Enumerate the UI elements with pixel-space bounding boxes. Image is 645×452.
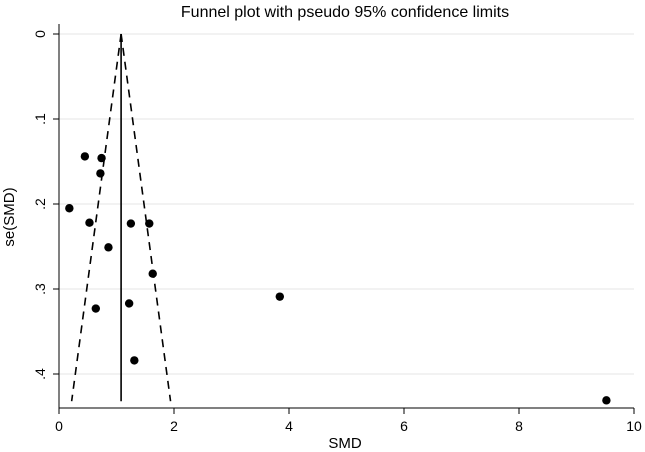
study-point: [148, 269, 157, 278]
upper-ci-line: [120, 33, 172, 402]
study-point: [275, 292, 284, 301]
study-point: [104, 243, 113, 252]
study-point: [91, 304, 101, 313]
x-axis-title: SMD: [328, 435, 362, 452]
study-point: [602, 396, 611, 405]
x-tick-label: 8: [515, 418, 523, 434]
study-point: [65, 204, 74, 213]
y-tick-label: .2: [32, 198, 48, 210]
y-tick-label: .3: [32, 283, 48, 295]
x-tick-label: 10: [626, 418, 642, 434]
study-point: [80, 152, 90, 161]
x-tick-label: 2: [170, 418, 178, 434]
study-point: [145, 219, 154, 228]
x-tick-label: 6: [400, 418, 408, 434]
study-point: [124, 299, 134, 308]
study-point: [85, 218, 94, 227]
chart-title: Funnel plot with pseudo 95% confidence l…: [181, 4, 509, 21]
funnel-lines: [70, 33, 172, 402]
study-point: [96, 169, 105, 178]
y-axis-title: se(SMD): [1, 187, 18, 246]
study-point: [97, 153, 106, 163]
x-tick-label: 4: [285, 418, 293, 434]
y-tick-label: 0: [32, 30, 48, 38]
study-point: [130, 356, 139, 365]
axes: 0 2 4 6 8 10 0 .1 .2 .3 .4: [32, 24, 642, 434]
study-point: [126, 219, 136, 228]
x-tick-label: 0: [55, 418, 63, 434]
y-tick-label: .4: [32, 368, 48, 380]
study-points: [65, 152, 611, 405]
y-tick-label: .1: [32, 113, 48, 125]
lower-ci-line: [70, 33, 122, 402]
